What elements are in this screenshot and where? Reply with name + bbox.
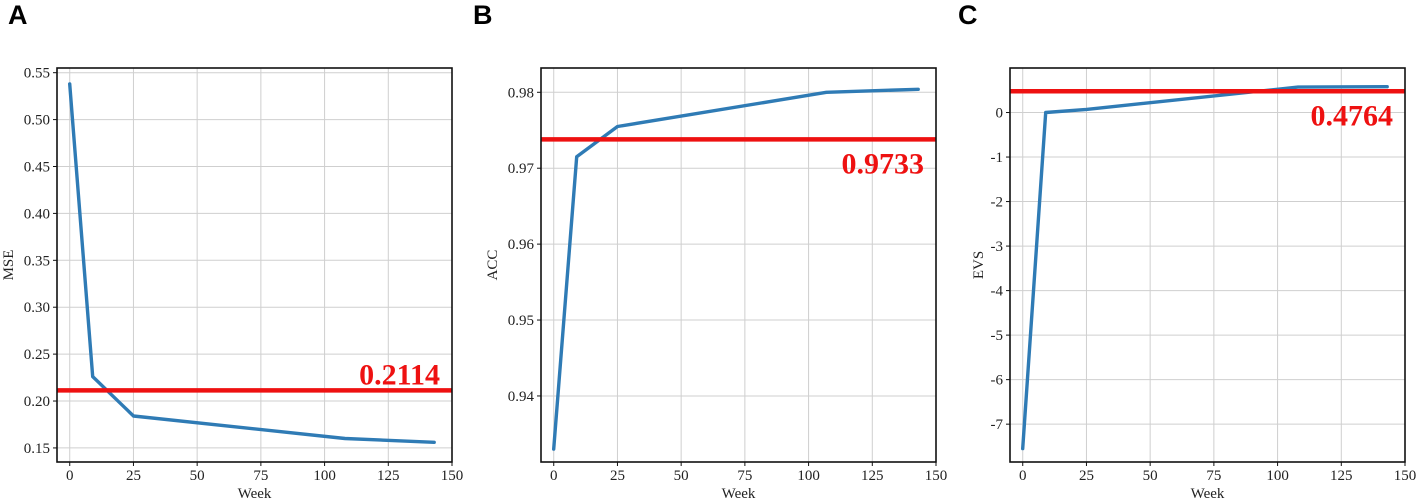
threshold-label: 0.2114 bbox=[359, 358, 440, 391]
x-tick-label: 75 bbox=[253, 468, 268, 484]
x-tick-label: 125 bbox=[861, 468, 884, 484]
y-tick-label: -2 bbox=[991, 195, 1004, 211]
series-line bbox=[67, 82, 436, 444]
x-tick-label: 125 bbox=[1330, 468, 1353, 484]
x-tick-label: 25 bbox=[610, 468, 625, 484]
y-tick-label: -1 bbox=[991, 150, 1004, 166]
plot-frame bbox=[1009, 67, 1406, 463]
y-tick-label: -7 bbox=[991, 417, 1004, 433]
x-tick-label: 100 bbox=[1266, 468, 1289, 484]
x-axis-label: Week bbox=[238, 486, 272, 501]
y-tick-label: 0.94 bbox=[508, 389, 535, 405]
y-tick-label: -6 bbox=[991, 373, 1004, 389]
x-axis-label: Week bbox=[1191, 486, 1225, 501]
y-tick-label: 0 bbox=[996, 106, 1004, 122]
x-tick-label: 150 bbox=[1394, 468, 1417, 484]
panel-letter: C bbox=[958, 0, 978, 30]
threshold-label: 0.9733 bbox=[842, 147, 925, 180]
y-tick-label: 0.96 bbox=[508, 237, 535, 253]
x-tick-label: 0 bbox=[550, 468, 558, 484]
y-axis-label: MSE bbox=[1, 250, 17, 281]
x-tick-label: 75 bbox=[1206, 468, 1221, 484]
plot-frame bbox=[56, 67, 453, 463]
x-tick-label: 25 bbox=[1079, 468, 1094, 484]
panel-letter: B bbox=[473, 0, 493, 30]
y-tick-label: 0.30 bbox=[24, 300, 50, 316]
x-tick-label: 50 bbox=[674, 468, 689, 484]
x-tick-label: 0 bbox=[1019, 468, 1027, 484]
x-tick-label: 100 bbox=[313, 468, 336, 484]
x-tick-label: 50 bbox=[1143, 468, 1158, 484]
x-tick-label: 75 bbox=[737, 468, 752, 484]
chart-panel-c: C 0.4764 0 25 50 75 100 125 150 -7 -6 -5 -4 -3 -2 -1 0 We… bbox=[958, 0, 1416, 501]
y-tick-label: 0.55 bbox=[24, 66, 50, 82]
y-tick-label: 0.95 bbox=[508, 313, 534, 329]
y-tick-label: 0.40 bbox=[24, 206, 50, 222]
y-tick-label: -4 bbox=[991, 284, 1004, 300]
threshold-label: 0.4764 bbox=[1311, 99, 1394, 132]
plot-frame bbox=[540, 67, 937, 463]
y-tick-label: 0.25 bbox=[24, 347, 50, 363]
x-tick-label: 0 bbox=[66, 468, 74, 484]
series-line bbox=[552, 87, 920, 451]
x-tick-label: 50 bbox=[190, 468, 205, 484]
y-tick-label: 0.98 bbox=[508, 85, 534, 101]
y-tick-label: 0.97 bbox=[508, 161, 535, 177]
y-tick-label: 0.15 bbox=[24, 441, 50, 457]
x-tick-label: 150 bbox=[441, 468, 464, 484]
x-tick-label: 25 bbox=[126, 468, 141, 484]
x-tick-label: 100 bbox=[797, 468, 820, 484]
x-tick-label: 150 bbox=[925, 468, 948, 484]
chart-panel-a: A 0.2114 0 25 50 75 100 125 150 0.15 0.20 0.25 0.30 0… bbox=[1, 0, 463, 501]
y-tick-label: 0.45 bbox=[24, 160, 50, 176]
x-axis-label: Week bbox=[722, 486, 756, 501]
series-line bbox=[1021, 84, 1389, 451]
y-tick-label: 0.50 bbox=[24, 113, 50, 129]
y-tick-label: 0.20 bbox=[24, 394, 50, 410]
chart-panel-b: B 0.9733 0 25 50 75 100 125 150 0.94 0.95 0.96 0.97 0… bbox=[473, 0, 947, 501]
panel-letter: A bbox=[8, 0, 28, 30]
y-axis-label: EVS bbox=[971, 251, 987, 279]
y-axis-label: ACC bbox=[485, 250, 501, 281]
y-tick-label: -5 bbox=[991, 328, 1004, 344]
y-tick-label: -3 bbox=[991, 239, 1004, 255]
x-tick-label: 125 bbox=[377, 468, 400, 484]
y-tick-label: 0.35 bbox=[24, 253, 50, 269]
